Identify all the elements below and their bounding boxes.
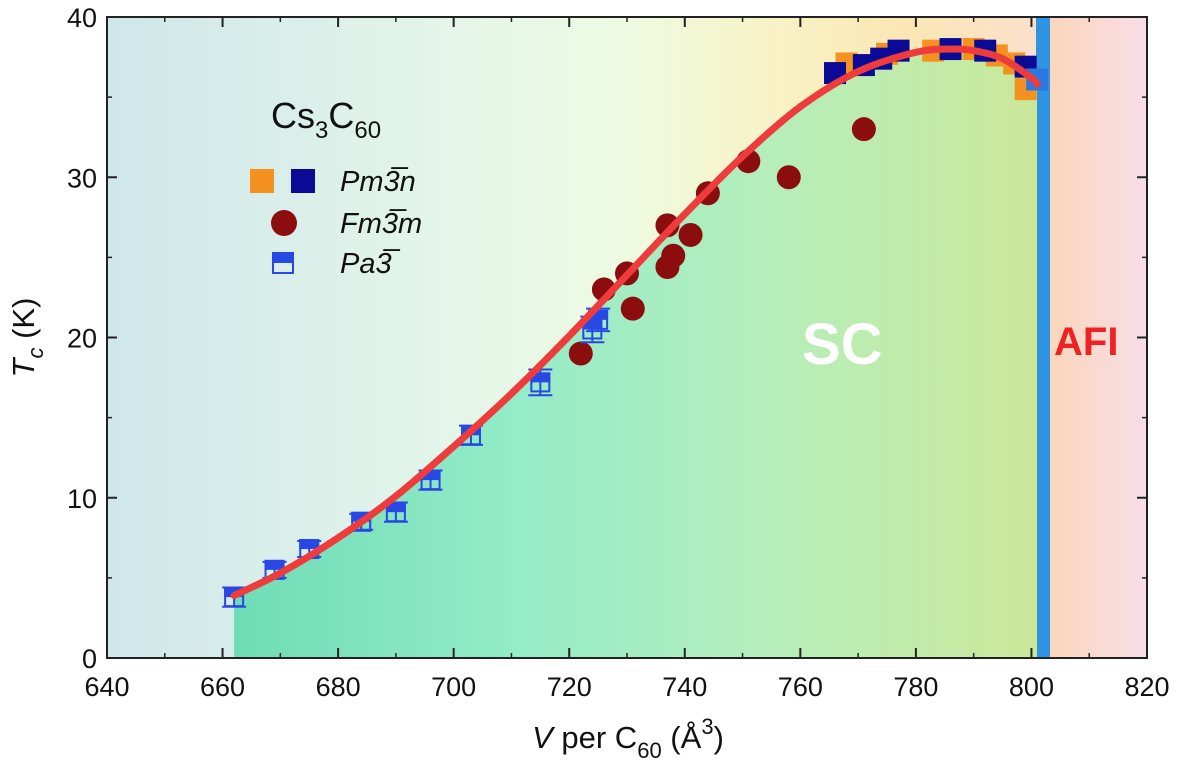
compound-sub: 3 bbox=[315, 117, 328, 144]
marker-outline bbox=[385, 502, 406, 523]
marker-top-half bbox=[588, 309, 609, 320]
marker-outline bbox=[272, 252, 294, 274]
data-point bbox=[776, 165, 801, 190]
legend: Cs3C60 Pm3̅n Fm3̅m Pa3̅ bbox=[250, 95, 422, 280]
legend-marker bbox=[272, 252, 294, 274]
data-point bbox=[385, 502, 406, 523]
sc-region-fill bbox=[234, 49, 1038, 658]
legend-label: Pm3̅n bbox=[340, 166, 416, 198]
series-half-filled-square bbox=[222, 307, 611, 608]
data-point bbox=[678, 222, 703, 247]
data-point bbox=[661, 243, 686, 268]
marker-top-half bbox=[264, 559, 285, 570]
x-title-text: per C bbox=[553, 720, 637, 755]
x-tick-label: 700 bbox=[431, 672, 476, 702]
marker-outline bbox=[351, 511, 372, 532]
x-title-close: ) bbox=[714, 720, 724, 755]
compound-sub: 60 bbox=[354, 117, 381, 144]
x-tick-label: 720 bbox=[547, 672, 592, 702]
legend-marker bbox=[291, 169, 315, 193]
x-tick-label: 800 bbox=[1009, 672, 1054, 702]
axes: 640 660 680 700 720 740 760 780 800 820 0 10 20 30 40 bbox=[67, 3, 1170, 702]
region-label-afi: AFI bbox=[1054, 320, 1118, 364]
y-tick-label: 10 bbox=[67, 484, 97, 514]
marker-top-half bbox=[385, 502, 406, 513]
phase-boundary bbox=[1036, 17, 1050, 658]
x-tick-label: 760 bbox=[778, 672, 823, 702]
x-title-unit: (Å bbox=[662, 720, 702, 755]
y-tick-label: 20 bbox=[67, 324, 97, 354]
marker-top-half bbox=[272, 252, 294, 263]
afi-background bbox=[1043, 17, 1147, 658]
x-tick-label: 740 bbox=[662, 672, 707, 702]
compound-mid: C bbox=[328, 95, 354, 136]
legend-label: Pa3̅ bbox=[340, 248, 401, 280]
x-tick-label: 820 bbox=[1124, 672, 1169, 702]
x-title-var: V bbox=[532, 720, 556, 755]
y-tick-label: 30 bbox=[67, 163, 97, 193]
legend-entry: Pa3̅ bbox=[272, 248, 401, 280]
legend-entry: Fm3̅m bbox=[271, 208, 422, 240]
legend-entry: Pm3̅n bbox=[250, 166, 416, 198]
legend-marker bbox=[250, 169, 274, 193]
data-point bbox=[568, 341, 593, 366]
x-title-sup: 3 bbox=[701, 714, 713, 739]
x-tick-label: 660 bbox=[200, 672, 245, 702]
y-tick-label: 0 bbox=[82, 644, 97, 674]
y-axis-title: Tc (K) bbox=[6, 298, 48, 378]
y-title-unit: (K) bbox=[6, 298, 41, 348]
x-axis-title: V per C60 (Å3) bbox=[532, 714, 724, 763]
data-point bbox=[530, 372, 551, 393]
marker-outline bbox=[224, 587, 245, 608]
data-point bbox=[620, 296, 645, 321]
fit-curve bbox=[230, 45, 1041, 600]
region-label-sc: SC bbox=[802, 312, 883, 377]
data-point bbox=[655, 213, 680, 238]
data-point bbox=[851, 117, 876, 142]
sc-area bbox=[234, 49, 1038, 658]
data-marks bbox=[222, 38, 1049, 608]
marker-top-half bbox=[299, 539, 320, 550]
marker-top-half bbox=[582, 319, 603, 330]
x-title-sub: 60 bbox=[637, 738, 661, 763]
marker-top-half bbox=[530, 372, 551, 383]
marker-top-half bbox=[420, 470, 441, 481]
y-title-sub: c bbox=[23, 348, 48, 359]
y-tick-label: 40 bbox=[67, 3, 97, 33]
marker-outline bbox=[530, 372, 551, 393]
x-tick-label: 680 bbox=[316, 672, 361, 702]
legend-label: Fm3̅m bbox=[340, 208, 422, 240]
compound-main: Cs bbox=[271, 95, 315, 136]
x-tick-label: 640 bbox=[84, 672, 129, 702]
x-tick-label: 780 bbox=[893, 672, 938, 702]
y-title-var: T bbox=[6, 356, 41, 377]
marker-top-half bbox=[351, 511, 372, 522]
data-point bbox=[351, 511, 372, 532]
legend-marker bbox=[271, 210, 297, 236]
compound-label: Cs3C60 bbox=[271, 95, 381, 144]
